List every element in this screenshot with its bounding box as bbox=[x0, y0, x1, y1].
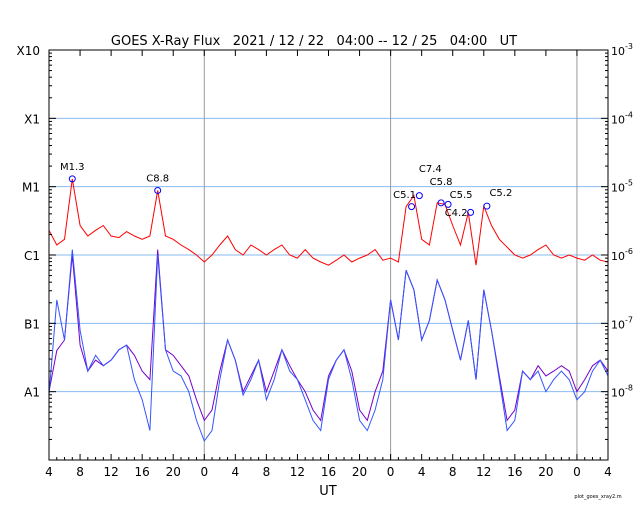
x-axis-label: UT bbox=[319, 484, 337, 499]
x-tick-label: 4 bbox=[418, 465, 426, 479]
flare-label: C4.2 bbox=[445, 208, 468, 219]
y-tick-label-right: 10-3 bbox=[611, 42, 633, 58]
flare-label: C5.5 bbox=[450, 190, 473, 201]
y-tick-label-left: X1 bbox=[24, 112, 40, 126]
flare-marker bbox=[483, 202, 491, 210]
y-tick-label-right: 10-8 bbox=[611, 384, 633, 400]
x-tick-label: 12 bbox=[476, 465, 491, 479]
x-tick-label: 12 bbox=[103, 465, 118, 479]
flare-label: C5.2 bbox=[489, 188, 512, 199]
footnote: plot_goes_xray2.m bbox=[574, 494, 621, 500]
x-tick-label: 0 bbox=[200, 465, 208, 479]
y-tick-label-right: 10-7 bbox=[611, 315, 633, 331]
x-tick-label: 20 bbox=[352, 465, 367, 479]
x-tick-label: 8 bbox=[76, 465, 84, 479]
x-tick-label: 8 bbox=[263, 465, 271, 479]
series-short bbox=[48, 249, 609, 443]
y-tick-label-right: 10-5 bbox=[611, 179, 633, 195]
flare-marker bbox=[68, 175, 76, 183]
y-tick-label-left: C1 bbox=[24, 249, 40, 263]
flare-label: C7.4 bbox=[419, 164, 442, 175]
x-tick-label: 4 bbox=[45, 465, 53, 479]
flare-marker bbox=[444, 200, 452, 208]
x-tick-label: 20 bbox=[166, 465, 181, 479]
x-tick-label: 12 bbox=[290, 465, 305, 479]
x-tick-label: 16 bbox=[321, 465, 336, 479]
x-tick-label: 16 bbox=[507, 465, 522, 479]
flare-marker bbox=[467, 208, 475, 216]
y-tick-label-right: 10-6 bbox=[611, 247, 633, 263]
series-short2 bbox=[48, 249, 609, 422]
flare-label: C5.1 bbox=[393, 190, 416, 201]
x-tick-label: 8 bbox=[449, 465, 457, 479]
flare-marker bbox=[154, 186, 162, 194]
x-tick-label: 20 bbox=[538, 465, 553, 479]
x-tick-label: 0 bbox=[387, 465, 395, 479]
flare-label: M1.3 bbox=[60, 162, 85, 173]
y-tick-label-left: X10 bbox=[17, 44, 41, 58]
y-tick-label-left: A1 bbox=[24, 386, 40, 400]
y-tick-label-left: B1 bbox=[24, 317, 40, 331]
y-tick-label-right: 10-4 bbox=[611, 110, 633, 126]
flare-marker bbox=[415, 192, 423, 200]
y-tick-label-left: M1 bbox=[22, 181, 40, 195]
series-long bbox=[48, 178, 609, 266]
flare-label: C5.8 bbox=[430, 177, 453, 188]
flare-marker bbox=[408, 203, 416, 211]
x-tick-label: 0 bbox=[573, 465, 581, 479]
flare-marker bbox=[437, 199, 445, 207]
flare-label: C8.8 bbox=[146, 173, 169, 184]
x-tick-label: 4 bbox=[232, 465, 240, 479]
x-tick-label: 4 bbox=[604, 465, 612, 479]
chart-title: GOES X-Ray Flux 2021 / 12 / 22 04:00 -- … bbox=[111, 34, 517, 49]
x-tick-label: 16 bbox=[135, 465, 150, 479]
